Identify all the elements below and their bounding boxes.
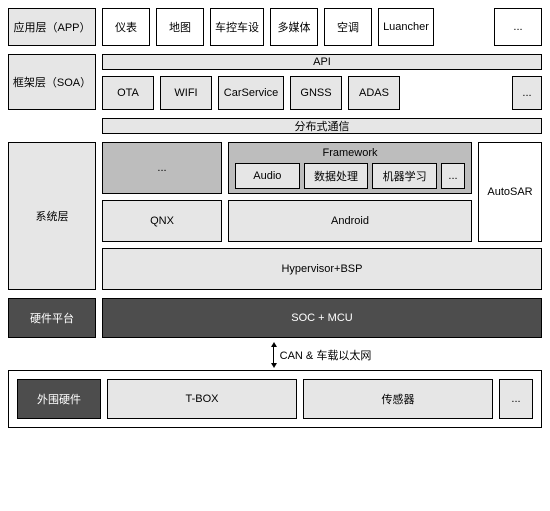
fw-left-ellipsis: ...	[102, 142, 222, 194]
app-more: ...	[494, 8, 542, 46]
periph-more: ...	[499, 379, 533, 419]
periph-container: 外围硬件 T-BOX 传感器 ...	[8, 370, 542, 428]
soa-label: 框架层（SOA）	[8, 54, 96, 110]
soa-row: 框架层（SOA） API OTA WIFI CarService GNSS AD…	[8, 54, 542, 110]
fw-item-1: 数据处理	[304, 163, 369, 189]
fw-item-2: 机器学习	[372, 163, 437, 189]
os-qnx: QNX	[102, 200, 222, 242]
soa-item-4: ADAS	[348, 76, 400, 110]
sys-label: 系统层	[8, 142, 96, 290]
dist-row: 分布式通信	[8, 118, 542, 134]
dist-bar: 分布式通信	[102, 118, 542, 134]
sys-row: 系统层 ... Framework Audio 数据处理 机器学习 ...	[8, 142, 542, 290]
os-android: Android	[228, 200, 472, 242]
autosar-box: AutoSAR	[478, 142, 542, 242]
api-bar: API	[102, 54, 542, 70]
double-arrow-icon	[273, 346, 274, 364]
app-item-1: 地图	[156, 8, 204, 46]
soa-item-1: WIFI	[160, 76, 212, 110]
soa-item-2: CarService	[218, 76, 284, 110]
app-item-0: 仪表	[102, 8, 150, 46]
periph-label: 外围硬件	[17, 379, 101, 419]
soc-box: SOC + MCU	[102, 298, 542, 338]
soa-item-3: GNSS	[290, 76, 342, 110]
app-layer-row: 应用层（APP） 仪表 地图 车控车设 多媒体 空调 Luancher ...	[8, 8, 542, 46]
fw-more: ...	[441, 163, 465, 189]
app-layer-label: 应用层（APP）	[8, 8, 96, 46]
app-item-5: Luancher	[378, 8, 434, 46]
link-row: CAN & 车载以太网	[8, 346, 542, 364]
framework-box: Framework Audio 数据处理 机器学习 ...	[228, 142, 472, 194]
hypervisor-box: Hypervisor+BSP	[102, 248, 542, 290]
hw-row: 硬件平台 SOC + MCU	[8, 298, 542, 338]
fw-item-0: Audio	[235, 163, 300, 189]
hw-label: 硬件平台	[8, 298, 96, 338]
periph-item-0: T-BOX	[107, 379, 297, 419]
app-item-4: 空调	[324, 8, 372, 46]
soa-item-0: OTA	[102, 76, 154, 110]
framework-title: Framework	[235, 147, 465, 159]
periph-item-1: 传感器	[303, 379, 493, 419]
app-item-2: 车控车设	[210, 8, 264, 46]
link-label: CAN & 车载以太网	[280, 347, 372, 363]
app-item-3: 多媒体	[270, 8, 318, 46]
soa-more: ...	[512, 76, 542, 110]
